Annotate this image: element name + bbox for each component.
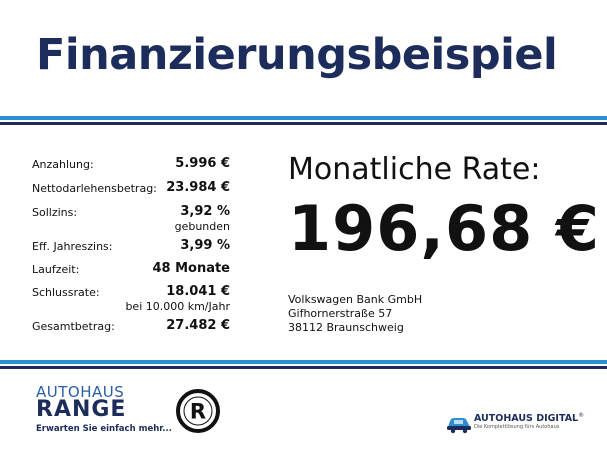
logo-digital-slogan: Die Komplettlösung fürs Autohaus — [474, 424, 560, 430]
logo-range-slogan: Erwarten Sie einfach mehr... — [36, 424, 172, 434]
term-label: Gesamtbetrag: — [32, 320, 115, 333]
page-title: Finanzierungsbeispiel — [36, 30, 558, 80]
term-value: 48 Monate — [152, 261, 230, 276]
lender-city: 38112 Braunschweig — [288, 321, 404, 334]
autohaus-range-logo: AUTOHAUS RANGE Erwarten Sie einfach mehr… — [36, 383, 172, 434]
logo-digital-reg: ® — [578, 412, 585, 419]
term-value: 18.041 € — [166, 284, 230, 299]
term-label: Nettodarlehensbetrag: — [32, 182, 157, 195]
top-stripe-blue — [0, 116, 607, 120]
monthly-rate-value: 196,68 € — [288, 192, 600, 265]
autohaus-digital-logo: AUTOHAUS DIGITAL® Die Komplettlösung für… — [446, 412, 584, 436]
lender-street: Gifhornerstraße 57 — [288, 307, 393, 320]
term-label: Anzahlung: — [32, 158, 94, 171]
term-label: Schlussrate: — [32, 286, 100, 299]
logo-digital-name-text: AUTOHAUS DIGITAL — [474, 413, 579, 425]
term-value: 5.996 € — [175, 156, 230, 171]
logo-digital-name: AUTOHAUS DIGITAL® — [474, 412, 584, 424]
top-stripe-navy — [0, 122, 607, 125]
term-label: Sollzins: — [32, 206, 78, 219]
range-circle-logo: R — [176, 389, 220, 433]
bottom-stripe-blue — [0, 360, 607, 364]
car-icon — [447, 418, 471, 434]
logo-range-name: RANGE — [36, 397, 127, 422]
lender-address: Volkswagen Bank GmbH Gifhornerstraße 57 … — [288, 293, 422, 335]
term-label: Laufzeit: — [32, 263, 80, 276]
term-value: 27.482 € — [166, 318, 230, 333]
term-note: gebunden — [174, 220, 230, 233]
term-note: bei 10.000 km/Jahr — [125, 300, 230, 313]
term-value: 3,92 % — [180, 204, 230, 219]
term-label: Eff. Jahreszins: — [32, 240, 113, 253]
monthly-rate-label: Monatliche Rate: — [288, 152, 541, 187]
lender-name: Volkswagen Bank GmbH — [288, 293, 423, 306]
bottom-stripe-navy — [0, 366, 607, 369]
logo-range-top-text: AUTOHAUS — [36, 383, 125, 401]
term-value: 3,99 % — [180, 238, 230, 253]
term-value: 23.984 € — [166, 180, 230, 195]
circle-logo-letter: R — [190, 400, 206, 424]
